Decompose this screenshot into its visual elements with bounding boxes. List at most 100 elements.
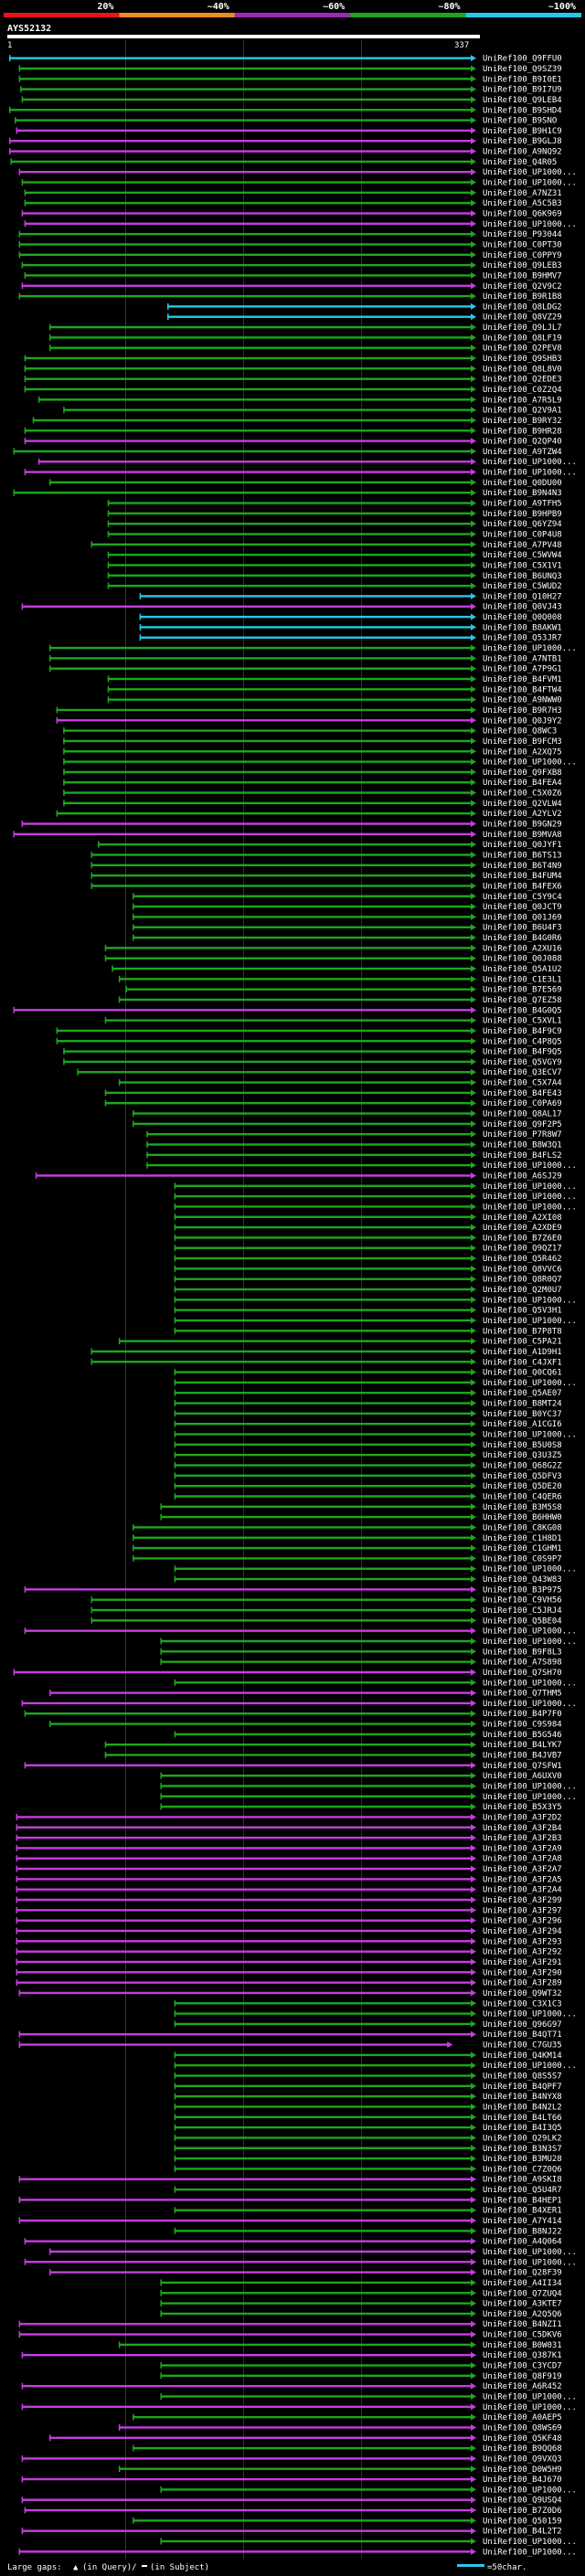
hit-label[interactable]: UniRef100_B9HPB9 bbox=[483, 510, 562, 519]
hit-row[interactable]: UniRef100_B9FCM3 bbox=[63, 737, 562, 747]
hit-label[interactable]: UniRef100_C5XVL1 bbox=[483, 1017, 562, 1026]
hit-row[interactable]: UniRef100_UP1000... bbox=[160, 2486, 577, 2495]
hit-label[interactable]: UniRef100_B8NJ22 bbox=[483, 2227, 562, 2236]
hit-label[interactable]: UniRef100_UP1000... bbox=[483, 2248, 577, 2257]
hit-label[interactable]: UniRef100_UP1000... bbox=[483, 1793, 577, 1802]
hit-row[interactable]: UniRef100_Q8R0Q7 bbox=[174, 1276, 562, 1285]
hit-label[interactable]: UniRef100_Q68G2Z bbox=[483, 1461, 562, 1470]
hit-row[interactable]: UniRef100_Q8VVC6 bbox=[174, 1265, 562, 1274]
hit-label[interactable]: UniRef100_Q9LJL7 bbox=[483, 323, 562, 333]
hit-label[interactable]: UniRef100_Q2M0U7 bbox=[483, 1286, 562, 1295]
hit-row[interactable]: UniRef100_C0S9P7 bbox=[133, 1554, 562, 1564]
hit-label[interactable]: UniRef100_UP1000... bbox=[483, 2062, 577, 2071]
hit-row[interactable]: UniRef100_C0PA69 bbox=[104, 1099, 562, 1108]
hit-row[interactable]: UniRef100_B4P7F0 bbox=[24, 1710, 562, 1719]
hit-label[interactable]: UniRef100_Q8L8V0 bbox=[483, 365, 562, 374]
hit-label[interactable]: UniRef100_UP1000... bbox=[483, 2538, 577, 2547]
hit-row[interactable]: UniRef100_Q5DE20 bbox=[174, 1482, 562, 1491]
hit-row[interactable]: UniRef100_B5U0S8 bbox=[174, 1441, 562, 1450]
hit-label[interactable]: UniRef100_C0PPY9 bbox=[483, 251, 562, 260]
hit-label[interactable]: UniRef100_P7R8W7 bbox=[483, 1130, 562, 1140]
hit-row[interactable]: UniRef100_Q10H27 bbox=[139, 592, 562, 601]
hit-row[interactable]: UniRef100_B3P975 bbox=[24, 1585, 562, 1595]
hit-label[interactable]: UniRef100_A7P9G1 bbox=[483, 665, 562, 674]
hit-label[interactable]: UniRef100_Q2V9C2 bbox=[483, 282, 562, 292]
hit-label[interactable]: UniRef100_C7Z0Q6 bbox=[483, 2165, 562, 2174]
hit-label[interactable]: UniRef100_B6HHW0 bbox=[483, 1513, 562, 1522]
hit-label[interactable]: UniRef100_C1E3L1 bbox=[483, 975, 562, 984]
hit-row[interactable]: UniRef100_B6UNQ3 bbox=[107, 572, 562, 581]
hit-label[interactable]: UniRef100_B4F9C9 bbox=[483, 1027, 562, 1036]
hit-label[interactable]: UniRef100_Q43W83 bbox=[483, 1575, 562, 1585]
hit-label[interactable]: UniRef100_Q0CQ61 bbox=[483, 1369, 562, 1378]
hit-label[interactable]: UniRef100_B3MU28 bbox=[483, 2155, 562, 2164]
hit-label[interactable]: UniRef100_Q5AE07 bbox=[483, 1389, 562, 1398]
hit-label[interactable]: UniRef100_A6UXV0 bbox=[483, 1772, 562, 1781]
hit-label[interactable]: UniRef100_C5JRJ4 bbox=[483, 1606, 562, 1616]
hit-row[interactable]: UniRef100_UP1000... bbox=[160, 1638, 577, 1647]
hit-label[interactable]: UniRef100_Q0J088 bbox=[483, 955, 562, 964]
hit-row[interactable]: UniRef100_B9SHD4 bbox=[9, 106, 562, 115]
hit-row[interactable]: UniRef100_D0W5H9 bbox=[118, 2465, 562, 2475]
hit-label[interactable]: UniRef100_C0S9P7 bbox=[483, 1554, 562, 1564]
hit-row[interactable]: UniRef100_A3F294 bbox=[16, 1927, 562, 1936]
hit-label[interactable]: UniRef100_B3M5S8 bbox=[483, 1503, 562, 1512]
hit-label[interactable]: UniRef100_A6R452 bbox=[483, 2382, 562, 2391]
hit-row[interactable]: UniRef100_B9MVA8 bbox=[13, 831, 562, 840]
hit-row[interactable]: UniRef100_A2Q5Q6 bbox=[160, 2310, 562, 2319]
hit-label[interactable]: UniRef100_Q5VGY9 bbox=[483, 1058, 562, 1067]
hit-label[interactable]: UniRef100_A2XU16 bbox=[483, 944, 562, 953]
hit-label[interactable]: UniRef100_B9FCM3 bbox=[483, 737, 562, 747]
hit-row[interactable]: UniRef100_C1GHM1 bbox=[133, 1544, 562, 1553]
hit-label[interactable]: UniRef100_UP1000... bbox=[483, 220, 577, 229]
hit-label[interactable]: UniRef100_UP1000... bbox=[483, 2403, 577, 2412]
hit-row[interactable]: UniRef100_Q2PEV8 bbox=[49, 345, 562, 354]
hit-row[interactable]: UniRef100_B7Z0D6 bbox=[24, 2507, 562, 2516]
hit-row[interactable]: UniRef100_B7E569 bbox=[125, 986, 562, 995]
hit-row[interactable]: UniRef100_UP1000... bbox=[174, 1431, 577, 1440]
hit-row[interactable]: UniRef100_Q7SH70 bbox=[13, 1669, 562, 1678]
hit-label[interactable]: UniRef100_B9RY32 bbox=[483, 417, 562, 426]
hit-label[interactable]: UniRef100_B4FVM1 bbox=[483, 675, 562, 684]
hit-row[interactable]: UniRef100_C3YCD7 bbox=[160, 2362, 562, 2371]
hit-row[interactable]: UniRef100_UP1000... bbox=[174, 1193, 577, 1202]
hit-row[interactable]: UniRef100_UP1000... bbox=[24, 469, 577, 478]
hit-label[interactable]: UniRef100_B9GN29 bbox=[483, 821, 562, 830]
hit-row[interactable]: UniRef100_A3F289 bbox=[16, 1979, 562, 1988]
hit-row[interactable]: UniRef100_Q2M0U7 bbox=[174, 1286, 562, 1295]
hit-row[interactable]: UniRef100_Q5U4R7 bbox=[174, 2186, 562, 2195]
hit-label[interactable]: UniRef100_B8W3Q1 bbox=[483, 1141, 562, 1150]
hit-label[interactable]: UniRef100_Q10H27 bbox=[483, 592, 562, 601]
hit-row[interactable]: UniRef100_Q387K1 bbox=[21, 2351, 562, 2360]
hit-row[interactable]: UniRef100_C5JRJ4 bbox=[90, 1606, 562, 1616]
hit-label[interactable]: UniRef100_B4FE43 bbox=[483, 1089, 562, 1098]
hit-label[interactable]: UniRef100_B6TS13 bbox=[483, 851, 562, 860]
hit-row[interactable]: UniRef100_B3M5S8 bbox=[160, 1503, 562, 1512]
hit-row[interactable]: UniRef100_Q0J9Y2 bbox=[56, 716, 562, 726]
hit-label[interactable]: UniRef100_C5WVW4 bbox=[483, 551, 562, 560]
hit-label[interactable]: UniRef100_UP1000... bbox=[483, 1638, 577, 1647]
hit-label[interactable]: UniRef100_Q9FXB8 bbox=[483, 769, 562, 778]
hit-row[interactable]: UniRef100_Q0CQ61 bbox=[174, 1369, 562, 1378]
hit-label[interactable]: UniRef100_Q0JYF1 bbox=[483, 841, 562, 850]
hit-row[interactable]: UniRef100_A7Y414 bbox=[18, 2217, 562, 2226]
hit-label[interactable]: UniRef100_A7R5L9 bbox=[483, 396, 562, 405]
hit-label[interactable]: UniRef100_B4JVB7 bbox=[483, 1752, 562, 1761]
hit-label[interactable]: UniRef100_Q9F2P5 bbox=[483, 1120, 562, 1129]
hit-label[interactable]: UniRef100_Q7EZ58 bbox=[483, 996, 562, 1005]
hit-row[interactable]: UniRef100_UP1000... bbox=[24, 2258, 577, 2267]
hit-row[interactable]: UniRef100_UP1000... bbox=[174, 1379, 577, 1388]
hit-row[interactable]: UniRef100_UP1000... bbox=[49, 2248, 577, 2257]
hit-label[interactable]: UniRef100_B9N4N3 bbox=[483, 489, 562, 498]
hit-label[interactable]: UniRef100_C5DKV6 bbox=[483, 2331, 562, 2340]
hit-label[interactable]: UniRef100_A3F296 bbox=[483, 1917, 562, 1926]
hit-label[interactable]: UniRef100_UP1000... bbox=[483, 1565, 577, 1574]
hit-row[interactable]: UniRef100_A7P9G1 bbox=[49, 665, 562, 674]
hit-label[interactable]: UniRef100_B4XER1 bbox=[483, 2207, 562, 2216]
hit-row[interactable]: UniRef100_Q5V3H1 bbox=[174, 1307, 562, 1316]
hit-label[interactable]: UniRef100_B4HEP1 bbox=[483, 2196, 562, 2205]
hit-row[interactable]: UniRef100_UP1000... bbox=[174, 1182, 577, 1192]
hit-row[interactable]: UniRef100_B4G0R6 bbox=[133, 934, 562, 943]
hit-row[interactable]: UniRef100_B4FVM1 bbox=[107, 675, 562, 684]
hit-row[interactable]: UniRef100_B4N2L2 bbox=[174, 2103, 562, 2112]
